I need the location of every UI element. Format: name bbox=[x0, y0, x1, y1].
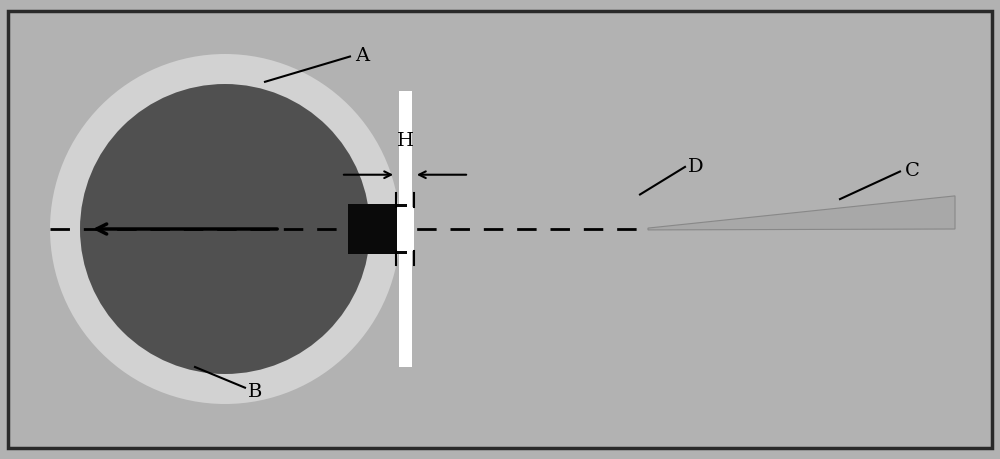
Text: B: B bbox=[248, 382, 262, 400]
Text: A: A bbox=[355, 47, 369, 65]
Ellipse shape bbox=[50, 55, 400, 404]
Bar bbox=[348, 204, 407, 255]
Bar bbox=[348, 204, 407, 207]
Bar bbox=[398, 92, 412, 367]
Bar bbox=[348, 252, 407, 255]
Text: D: D bbox=[688, 157, 704, 175]
Text: H: H bbox=[396, 132, 414, 150]
Text: C: C bbox=[905, 162, 920, 180]
Bar bbox=[396, 207, 414, 252]
Polygon shape bbox=[648, 196, 955, 230]
Ellipse shape bbox=[80, 85, 370, 374]
